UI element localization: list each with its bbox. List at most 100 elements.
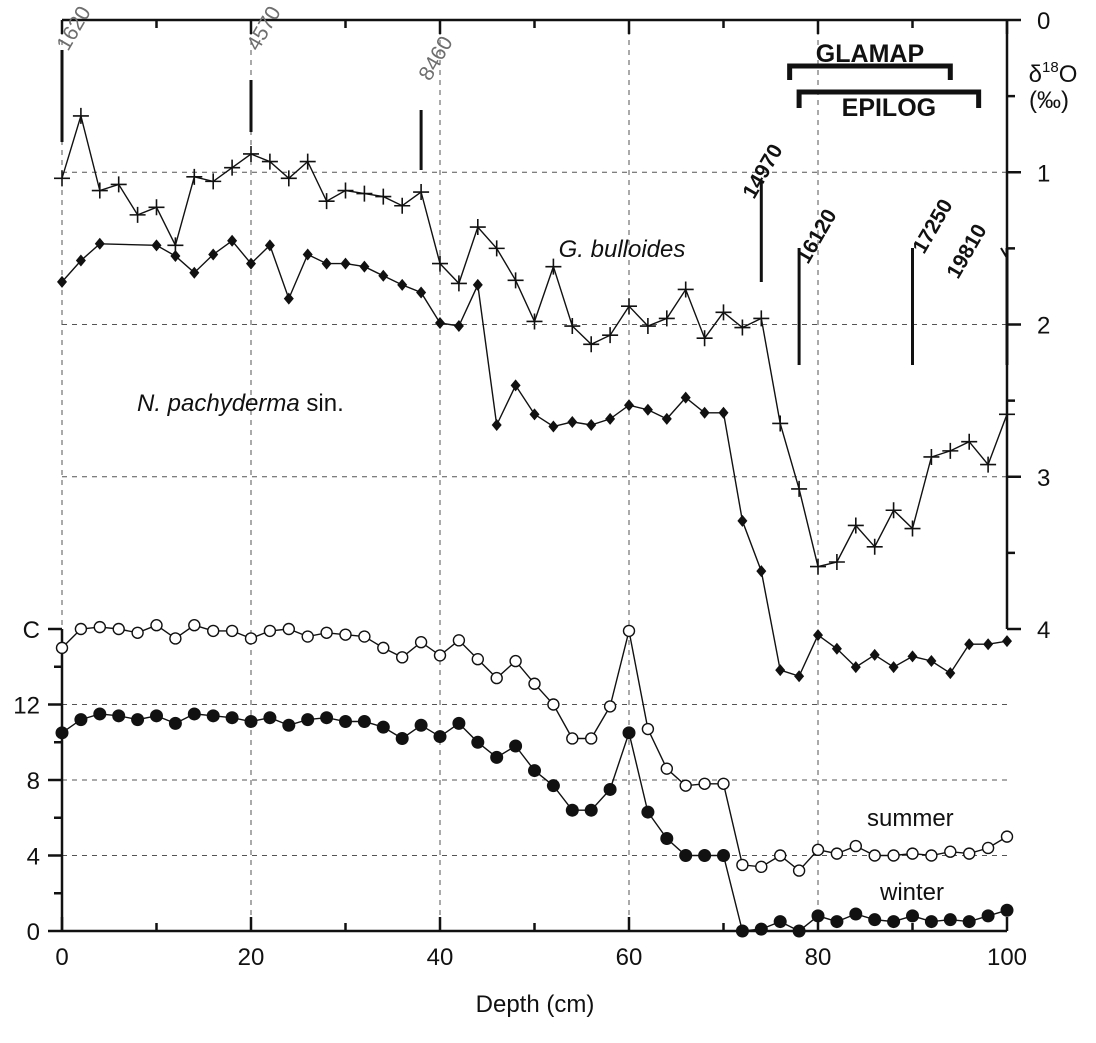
series-g-bulloides-point [734, 319, 751, 336]
series-summer-point [150, 619, 163, 632]
annotation-g-bulloides: G. bulloides [559, 236, 686, 263]
series-summer-point [566, 732, 579, 745]
series-g-bulloides-point [243, 145, 259, 162]
series-summer-point [112, 622, 125, 636]
series-g-bulloides-point [488, 240, 505, 257]
series-n-pachyderma-sin-point [170, 249, 181, 262]
series-winter-point [981, 909, 995, 923]
series-g-bulloides-point [791, 480, 808, 497]
series-winter-point [206, 709, 220, 723]
series-g-bulloides-point [545, 258, 562, 275]
series-n-pachyderma-sin-point [491, 418, 502, 431]
series-g-bulloides-point [394, 197, 411, 214]
series-winter-point [735, 924, 749, 938]
series-summer-point [263, 624, 277, 638]
series-g-bulloides-point [923, 448, 940, 465]
series-winter-point [131, 713, 145, 727]
age-marker-label: 4570 [242, 3, 285, 55]
series-winter-point [263, 711, 277, 725]
series-winter-point [887, 915, 901, 929]
annotation-n-pachyderma-italic: N. pachyderma [137, 390, 300, 417]
series-n-pachyderma-sin-point [888, 661, 899, 674]
series-summer-point [433, 649, 447, 662]
series-g-bulloides-point [54, 170, 70, 187]
series-winter-point [679, 849, 693, 862]
left-tick-label: 8 [27, 768, 40, 795]
series-g-bulloides-point [129, 206, 146, 223]
age-marker-leader [1000, 247, 1008, 259]
d18o-axis-title: δ18O [1029, 59, 1078, 88]
series-summer-point [887, 849, 900, 862]
series-n-pachyderma-sin-point [586, 418, 597, 431]
series-winter-point [244, 714, 258, 728]
series-winter-point [452, 716, 466, 730]
series-winter-point [906, 909, 919, 923]
series-g-bulloides-point [999, 406, 1015, 423]
series-g-bulloides-point [318, 193, 335, 210]
d18o-axis-title-base: δ [1029, 61, 1042, 88]
series-summer-point [358, 630, 371, 643]
range-bar-glamap [787, 63, 953, 80]
series-g-bulloides-point [866, 538, 883, 555]
series-winter-point [660, 832, 674, 846]
range-label-glamap: GLAMAP [816, 40, 924, 68]
series-summer-point [55, 641, 69, 655]
series-g-bulloides-point [885, 502, 902, 519]
series-summer-point [74, 622, 88, 636]
series-g-bulloides-point [299, 153, 316, 170]
series-g-bulloides-point [772, 415, 789, 432]
series-n-pachyderma-sin-point [510, 379, 521, 392]
series-g-bulloides-point [753, 310, 770, 327]
series-summer-point [377, 641, 390, 655]
series-winter-point [55, 726, 69, 740]
series-summer-point [981, 841, 995, 855]
right-tick-label: 3 [1037, 465, 1050, 492]
series-summer-point [1000, 830, 1014, 843]
series-summer-point [830, 847, 844, 860]
series-winter-point [641, 805, 655, 819]
series-g-bulloides-point [942, 442, 959, 459]
series-winter-point [339, 714, 352, 728]
x-axis-title: Depth (cm) [476, 991, 595, 1018]
series-summer-point [755, 860, 768, 874]
series-g-bulloides-point [715, 304, 732, 321]
series-winter-point [433, 730, 447, 744]
d18o-axis-unit: (‰) [1029, 87, 1069, 114]
series-g-bulloides-point [356, 185, 373, 202]
series-winter-point [830, 915, 844, 929]
series-n-pachyderma-sin-point [605, 412, 616, 425]
right-tick-label: 1 [1037, 160, 1050, 187]
series-winter-point [74, 713, 88, 727]
series-g-bulloides-point [148, 199, 165, 216]
series-n-pachyderma-sin-point [869, 648, 880, 661]
series-g-bulloides-point [658, 310, 675, 327]
series-n-pachyderma-sin-point [775, 664, 786, 677]
series-winter-point [282, 718, 296, 732]
x-tick-label: 80 [805, 944, 832, 971]
age-marker-label: 1620 [52, 3, 95, 55]
series-g-bulloides-point [602, 327, 619, 344]
left-tick-label: C [23, 617, 40, 644]
age-marker-label: 14970 [738, 140, 787, 202]
series-n-pachyderma-sin-point [453, 320, 464, 333]
series-n-pachyderma-sin-point [529, 408, 540, 421]
range-bar-epilog [796, 89, 982, 108]
series-winter-point [603, 782, 617, 796]
series-summer-point [963, 847, 976, 860]
series-g-bulloides-point [980, 456, 997, 473]
series-n-pachyderma-sin-point [831, 642, 842, 655]
annotation-n-pachyderma: N. pachyderma sin. [137, 390, 344, 417]
series-n-pachyderma-sin-point [151, 239, 162, 252]
series-n-pachyderma-sin-point [756, 565, 767, 578]
series-n-pachyderma-sin-point [680, 391, 691, 404]
series-g-bulloides-point [110, 176, 127, 193]
series-winter-point [584, 803, 598, 817]
series-summer-point [320, 626, 333, 639]
series-summer-point [603, 700, 617, 713]
series-winter-point [93, 707, 107, 721]
series-n-pachyderma-sin-point [378, 269, 389, 282]
d18o-axis-title-sup: 18 [1042, 59, 1059, 76]
series-g-bulloides-point [696, 330, 713, 347]
